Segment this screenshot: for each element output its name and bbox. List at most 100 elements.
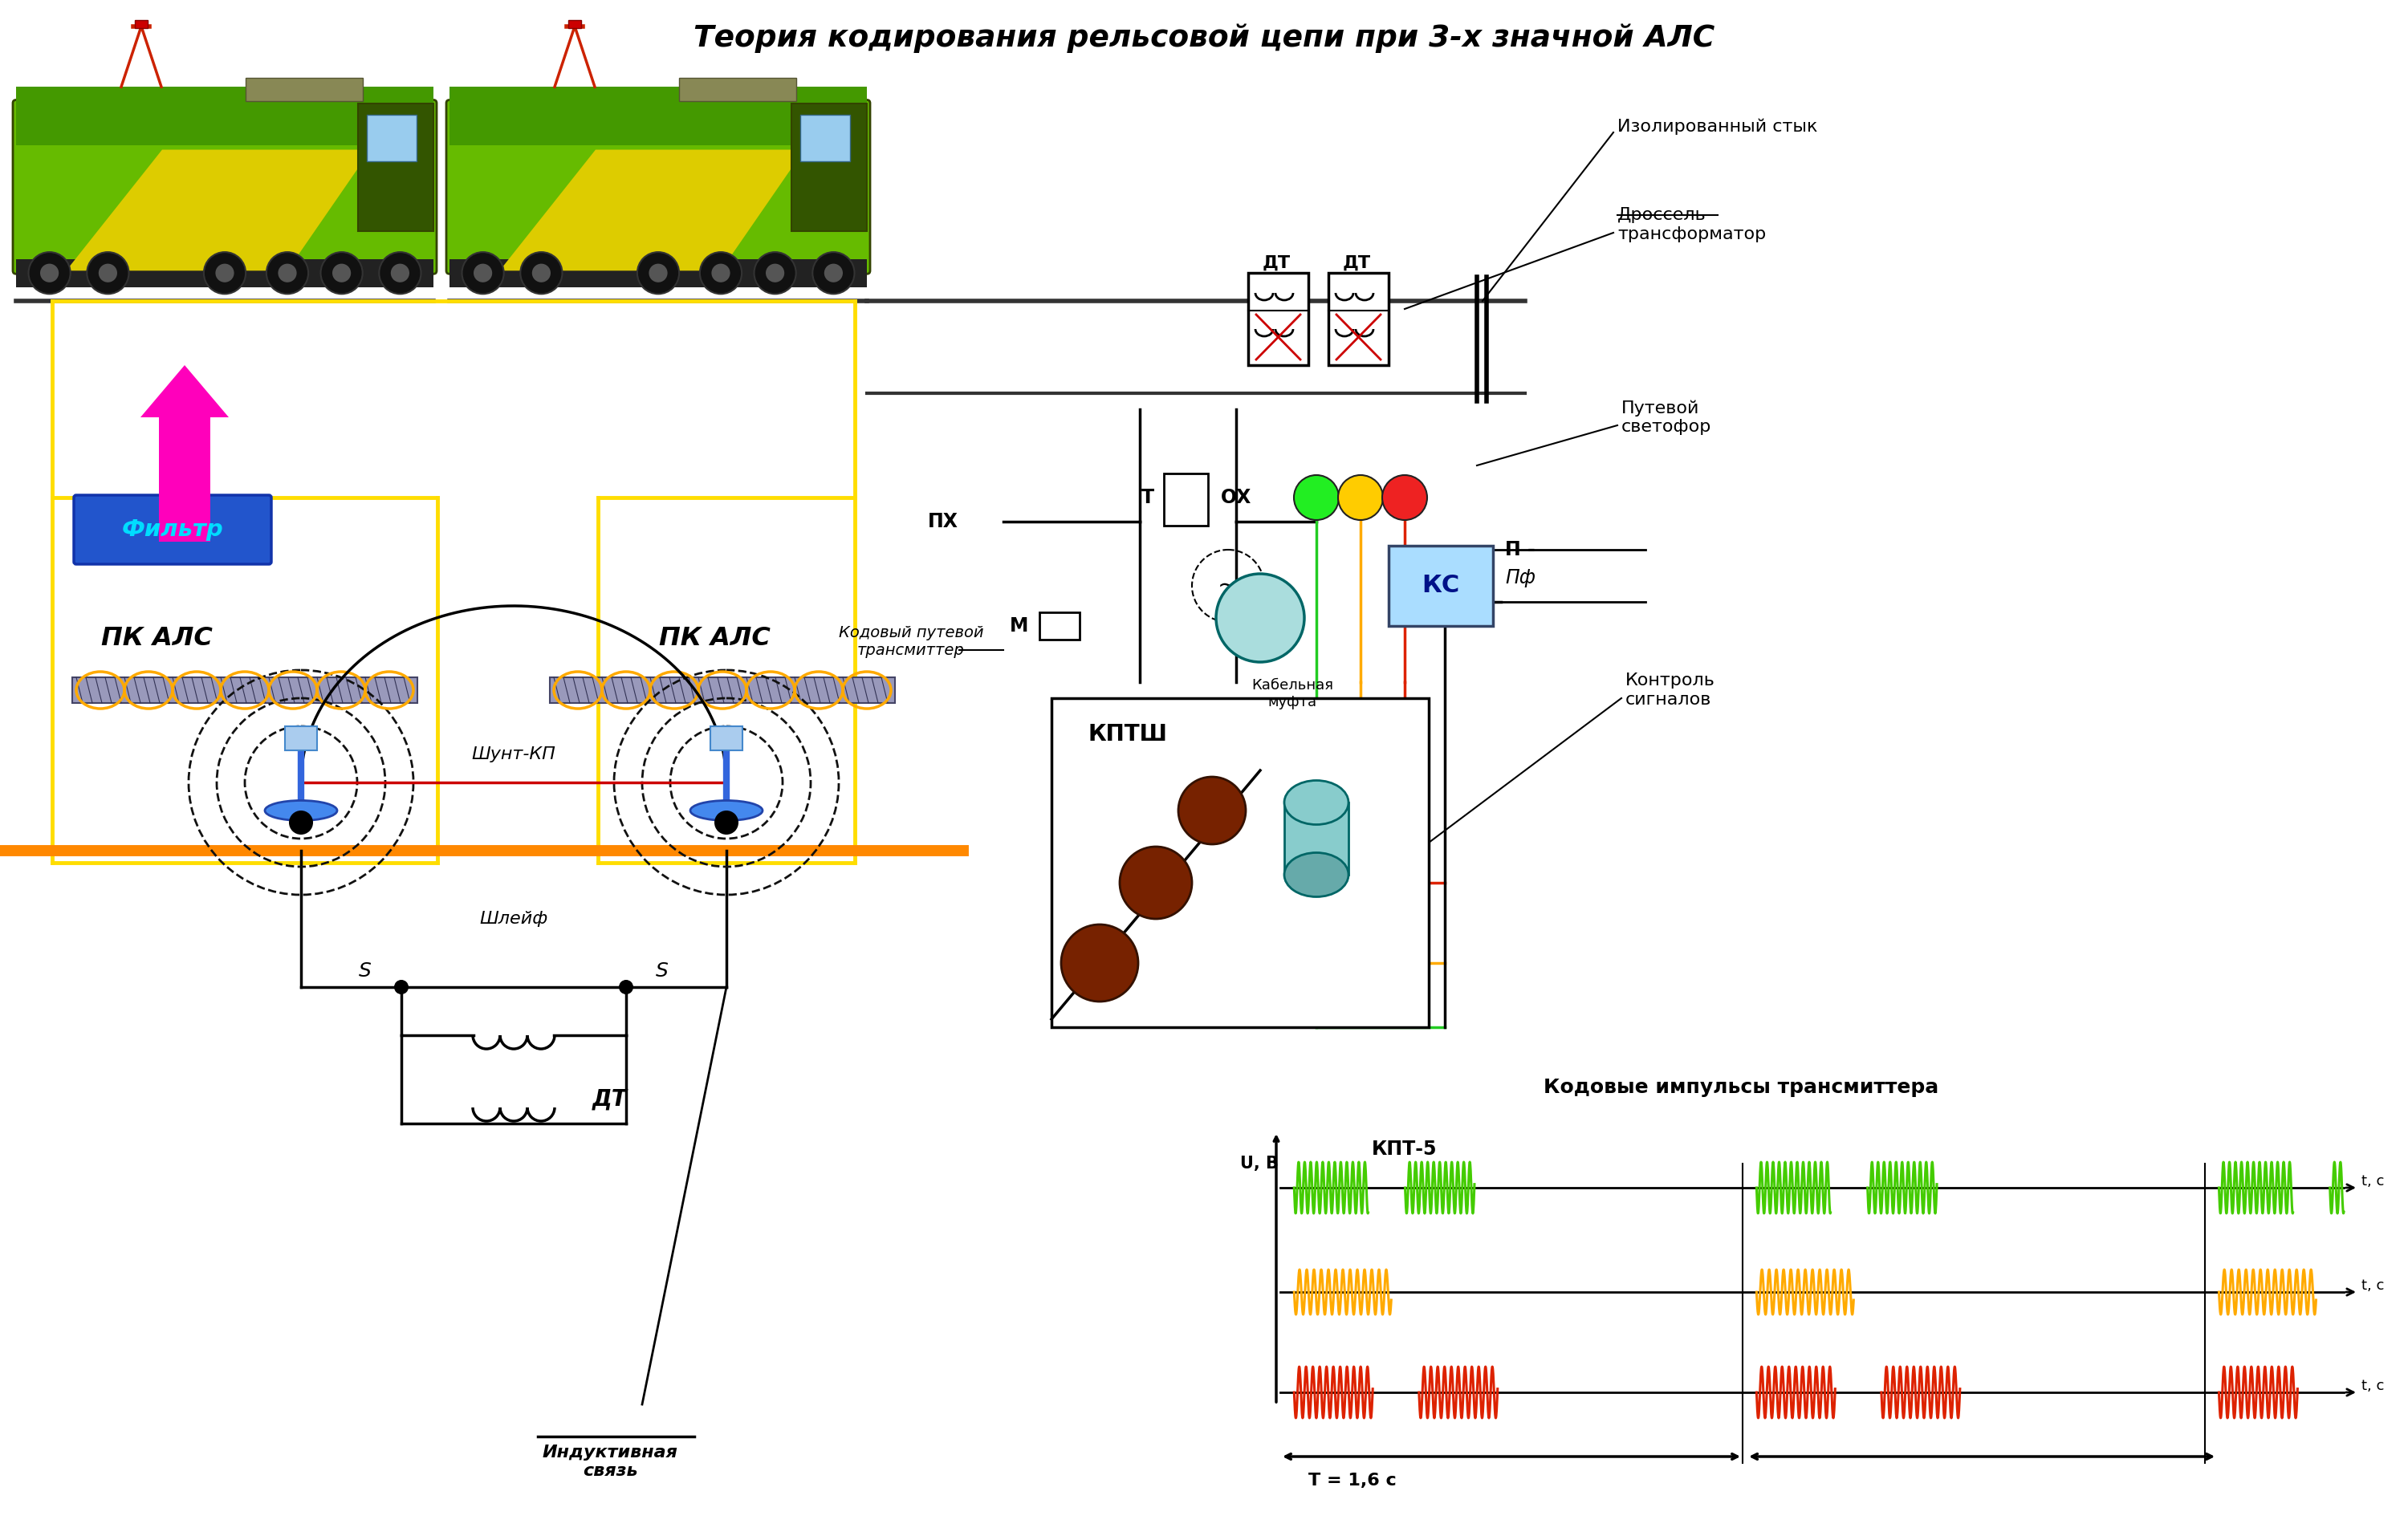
- Bar: [359, 103, 433, 230]
- Ellipse shape: [1283, 780, 1348, 825]
- Circle shape: [289, 811, 313, 834]
- Polygon shape: [498, 149, 804, 270]
- Circle shape: [41, 264, 58, 283]
- Text: М: М: [1009, 616, 1028, 636]
- Text: Т: Т: [1141, 488, 1153, 507]
- Bar: [549, 677, 896, 703]
- Circle shape: [824, 264, 843, 283]
- Circle shape: [205, 252, 246, 293]
- Text: U, В: U, В: [1240, 1155, 1279, 1172]
- Circle shape: [1062, 925, 1139, 1001]
- Circle shape: [390, 264, 409, 283]
- Bar: [1283, 802, 1348, 874]
- Circle shape: [1293, 475, 1339, 521]
- Circle shape: [710, 264, 730, 283]
- Ellipse shape: [691, 800, 763, 820]
- Circle shape: [811, 252, 855, 293]
- Text: Индуктивная
связь: Индуктивная связь: [542, 1444, 677, 1479]
- Text: Путевой
светофор: Путевой светофор: [1621, 399, 1712, 435]
- Text: Кодовые импульсы трансмиттера: Кодовые импульсы трансмиттера: [1544, 1078, 1938, 1097]
- Circle shape: [619, 980, 633, 994]
- Bar: [1163, 473, 1209, 525]
- Bar: [17, 88, 433, 144]
- Circle shape: [1339, 475, 1382, 521]
- Text: ПК АЛС: ПК АЛС: [101, 625, 212, 650]
- Text: ПК АЛС: ПК АЛС: [660, 625, 771, 650]
- Bar: [1052, 699, 1428, 1028]
- Text: ~: ~: [1218, 574, 1238, 598]
- Circle shape: [395, 980, 409, 994]
- Text: КПТШ: КПТШ: [1088, 723, 1168, 745]
- Bar: [135, 20, 147, 28]
- Bar: [366, 115, 417, 161]
- Bar: [792, 103, 867, 230]
- Ellipse shape: [1283, 852, 1348, 897]
- Circle shape: [715, 811, 739, 834]
- Bar: [1329, 273, 1389, 366]
- Bar: [246, 77, 364, 101]
- Text: Кодовый путевой
трансмиттер: Кодовый путевой трансмиттер: [838, 625, 982, 659]
- Text: П -: П -: [1505, 541, 1536, 559]
- Text: Изолированный стык: Изолированный стык: [1618, 118, 1818, 135]
- Text: Теория кодирования рельсовой цепи при 3-х значной АЛС: Теория кодирования рельсовой цепи при 3-…: [694, 25, 1714, 54]
- Circle shape: [267, 252, 308, 293]
- Bar: [17, 260, 433, 287]
- Bar: [568, 20, 580, 28]
- Text: S: S: [359, 962, 371, 980]
- Text: t, с: t, с: [2362, 1379, 2384, 1393]
- Circle shape: [99, 264, 118, 283]
- Circle shape: [214, 264, 234, 283]
- Text: Кабельная
муфта: Кабельная муфта: [1252, 677, 1334, 710]
- Ellipse shape: [265, 800, 337, 820]
- Bar: [1247, 273, 1308, 366]
- Bar: [1040, 613, 1079, 639]
- Text: ОХ: ОХ: [1221, 488, 1252, 507]
- Circle shape: [766, 264, 785, 283]
- Text: Контроль
сигналов: Контроль сигналов: [1625, 673, 1714, 708]
- Circle shape: [474, 264, 491, 283]
- Polygon shape: [140, 366, 229, 418]
- Bar: [284, 727, 318, 751]
- Bar: [72, 677, 417, 703]
- Circle shape: [87, 252, 130, 293]
- Text: ДТ: ДТ: [1341, 255, 1370, 272]
- Circle shape: [532, 264, 551, 283]
- Circle shape: [754, 252, 797, 293]
- FancyBboxPatch shape: [12, 100, 436, 273]
- Text: ДТ: ДТ: [592, 1087, 628, 1111]
- Circle shape: [1178, 777, 1245, 845]
- Bar: [450, 88, 867, 144]
- Circle shape: [648, 264, 667, 283]
- Circle shape: [638, 252, 679, 293]
- Text: ДТ: ДТ: [1262, 255, 1291, 272]
- Text: КС: КС: [1421, 574, 1459, 598]
- Bar: [450, 260, 867, 287]
- Bar: [1389, 545, 1493, 627]
- Text: Фильтр: Фильтр: [123, 519, 224, 541]
- Bar: [799, 115, 850, 161]
- FancyBboxPatch shape: [75, 495, 272, 564]
- Circle shape: [1120, 846, 1192, 919]
- Circle shape: [1216, 574, 1305, 662]
- Circle shape: [701, 252, 742, 293]
- Bar: [159, 418, 209, 542]
- Text: S: S: [655, 962, 669, 980]
- Circle shape: [462, 252, 503, 293]
- Circle shape: [332, 264, 352, 283]
- Text: Дроссель
трансформатор: Дроссель трансформатор: [1618, 207, 1765, 243]
- Text: Пф: Пф: [1505, 568, 1536, 587]
- Circle shape: [320, 252, 364, 293]
- Bar: [679, 77, 797, 101]
- Circle shape: [29, 252, 70, 293]
- Circle shape: [1382, 475, 1428, 521]
- Text: ПХ: ПХ: [927, 511, 958, 531]
- Circle shape: [277, 264, 296, 283]
- Text: T = 1,6 с: T = 1,6 с: [1308, 1473, 1397, 1488]
- Text: t, с: t, с: [2362, 1278, 2384, 1293]
- Text: t, с: t, с: [2362, 1174, 2384, 1189]
- Circle shape: [378, 252, 421, 293]
- Bar: [710, 727, 742, 751]
- Text: Шлейф: Шлейф: [479, 911, 549, 926]
- Text: Шунт-КП: Шунт-КП: [472, 746, 556, 762]
- Text: КПТ-5: КПТ-5: [1373, 1140, 1438, 1158]
